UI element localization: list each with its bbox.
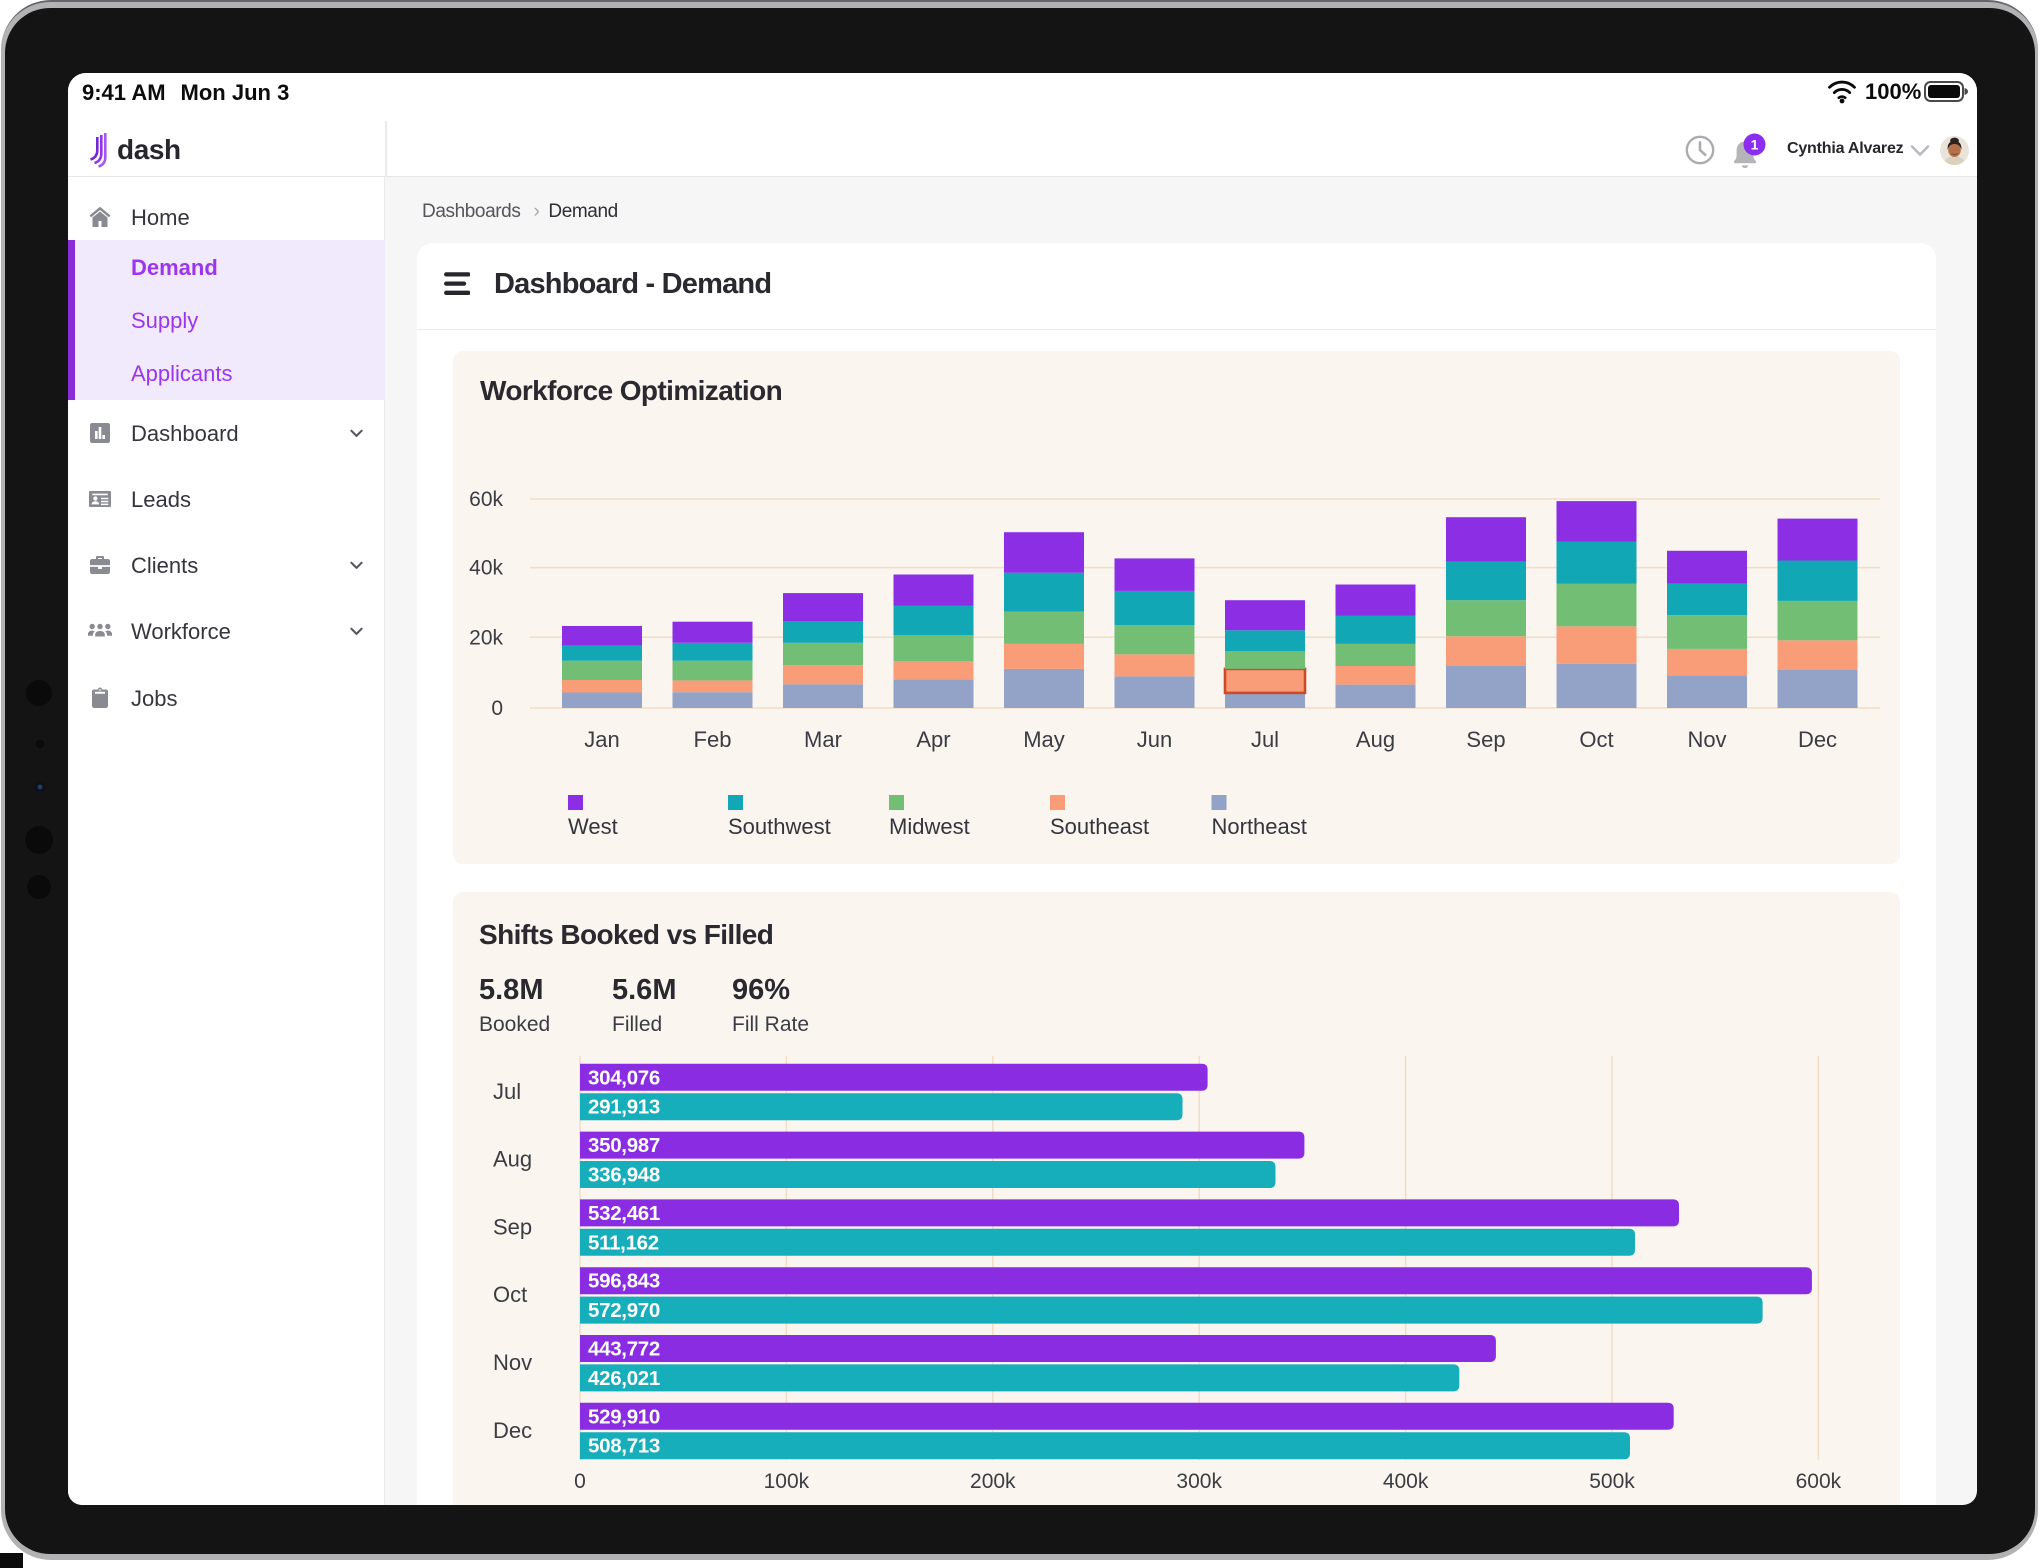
svg-text:511,162: 511,162 [588,1231,659,1254]
svg-text:Workforce Optimization: Workforce Optimization [480,375,782,406]
svg-text:Filled: Filled [612,1013,662,1036]
svg-text:5.6M: 5.6M [612,974,676,1006]
svg-text:dash: dash [117,134,181,165]
svg-text:532,461: 532,461 [588,1202,660,1225]
svg-text:508,713: 508,713 [588,1435,660,1458]
svg-text:100%: 100% [1865,79,1921,104]
svg-text:Aug: Aug [1356,727,1395,752]
svg-text:Oct: Oct [493,1282,527,1307]
svg-text:0: 0 [491,697,503,720]
svg-text:426,021: 426,021 [588,1367,660,1390]
svg-text:Feb: Feb [694,727,732,752]
svg-text:400k: 400k [1383,1470,1429,1493]
svg-text:Shifts Booked vs Filled: Shifts Booked vs Filled [479,919,773,950]
svg-text:596,843: 596,843 [588,1270,660,1293]
svg-text:Jun: Jun [1137,727,1172,752]
svg-text:Southwest: Southwest [728,814,831,839]
svg-text:96%: 96% [732,974,790,1006]
svg-text:300k: 300k [1176,1470,1222,1493]
svg-text:336,948: 336,948 [588,1164,660,1187]
svg-text:Booked: Booked [479,1013,550,1036]
svg-text:572,970: 572,970 [588,1299,660,1322]
svg-text:Jan: Jan [584,727,619,752]
svg-text:West: West [568,814,618,839]
svg-text:291,913: 291,913 [588,1096,660,1119]
svg-text:1: 1 [1751,137,1759,153]
svg-text:Oct: Oct [1579,727,1613,752]
svg-text:May: May [1023,727,1065,752]
svg-text:60k: 60k [469,488,503,511]
svg-text:Sep: Sep [1466,727,1505,752]
svg-text:500k: 500k [1589,1470,1635,1493]
svg-text:Nov: Nov [493,1350,532,1375]
svg-text:Northeast: Northeast [1212,814,1307,839]
svg-text:40k: 40k [469,557,503,580]
svg-text:Midwest: Midwest [889,814,970,839]
svg-text:304,076: 304,076 [588,1066,660,1089]
svg-text:Jul: Jul [1251,727,1279,752]
svg-text:Dec: Dec [1798,727,1837,752]
svg-text:Dec: Dec [493,1418,532,1443]
svg-text:Mar: Mar [804,727,842,752]
svg-text:100k: 100k [764,1470,810,1493]
svg-text:Jul: Jul [493,1079,521,1104]
svg-text:200k: 200k [970,1470,1016,1493]
svg-text:443,772: 443,772 [588,1338,660,1361]
svg-text:350,987: 350,987 [588,1134,660,1157]
svg-text:Apr: Apr [916,727,950,752]
svg-text:Southeast: Southeast [1050,814,1149,839]
svg-text:Fill Rate: Fill Rate [732,1013,809,1036]
svg-text:Aug: Aug [493,1147,532,1172]
svg-text:600k: 600k [1796,1470,1842,1493]
svg-text:Sep: Sep [493,1214,532,1239]
svg-text:529,910: 529,910 [588,1405,660,1428]
svg-text:20k: 20k [469,626,503,649]
svg-text:5.8M: 5.8M [479,974,543,1006]
svg-text:Nov: Nov [1687,727,1726,752]
svg-text:0: 0 [574,1470,586,1493]
